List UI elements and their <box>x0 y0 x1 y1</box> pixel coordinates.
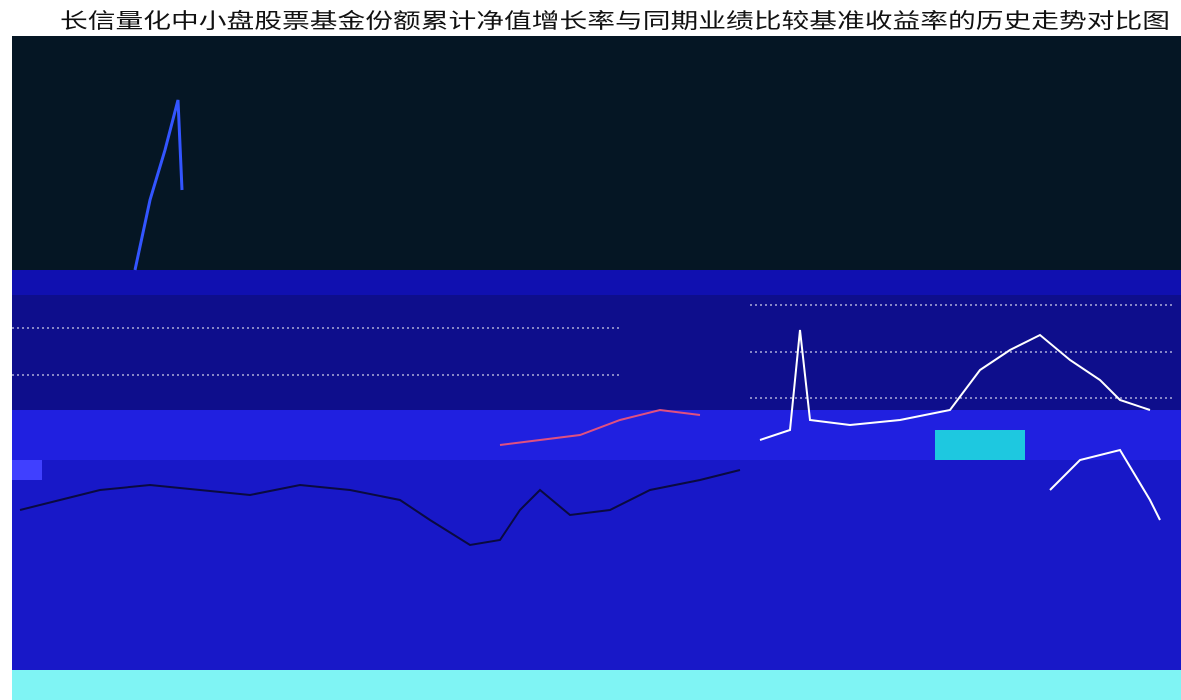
glitch-block <box>935 430 1025 460</box>
glitch-line <box>133 99 184 271</box>
series-line-c <box>759 329 1151 441</box>
glitch-block <box>12 460 42 480</box>
title: 长信量化中小盘股票基金份额累计净值增长率与同期业绩比较基准收益率的历史走势对比图 <box>60 9 1170 33</box>
dark-panel <box>12 36 1181 270</box>
grid-lines <box>12 304 1175 399</box>
series-line-b <box>499 408 701 446</box>
series-line-a <box>19 469 741 547</box>
series-line-d <box>1049 448 1161 521</box>
lower-band <box>12 460 1181 670</box>
bottom-strip <box>12 670 1181 700</box>
